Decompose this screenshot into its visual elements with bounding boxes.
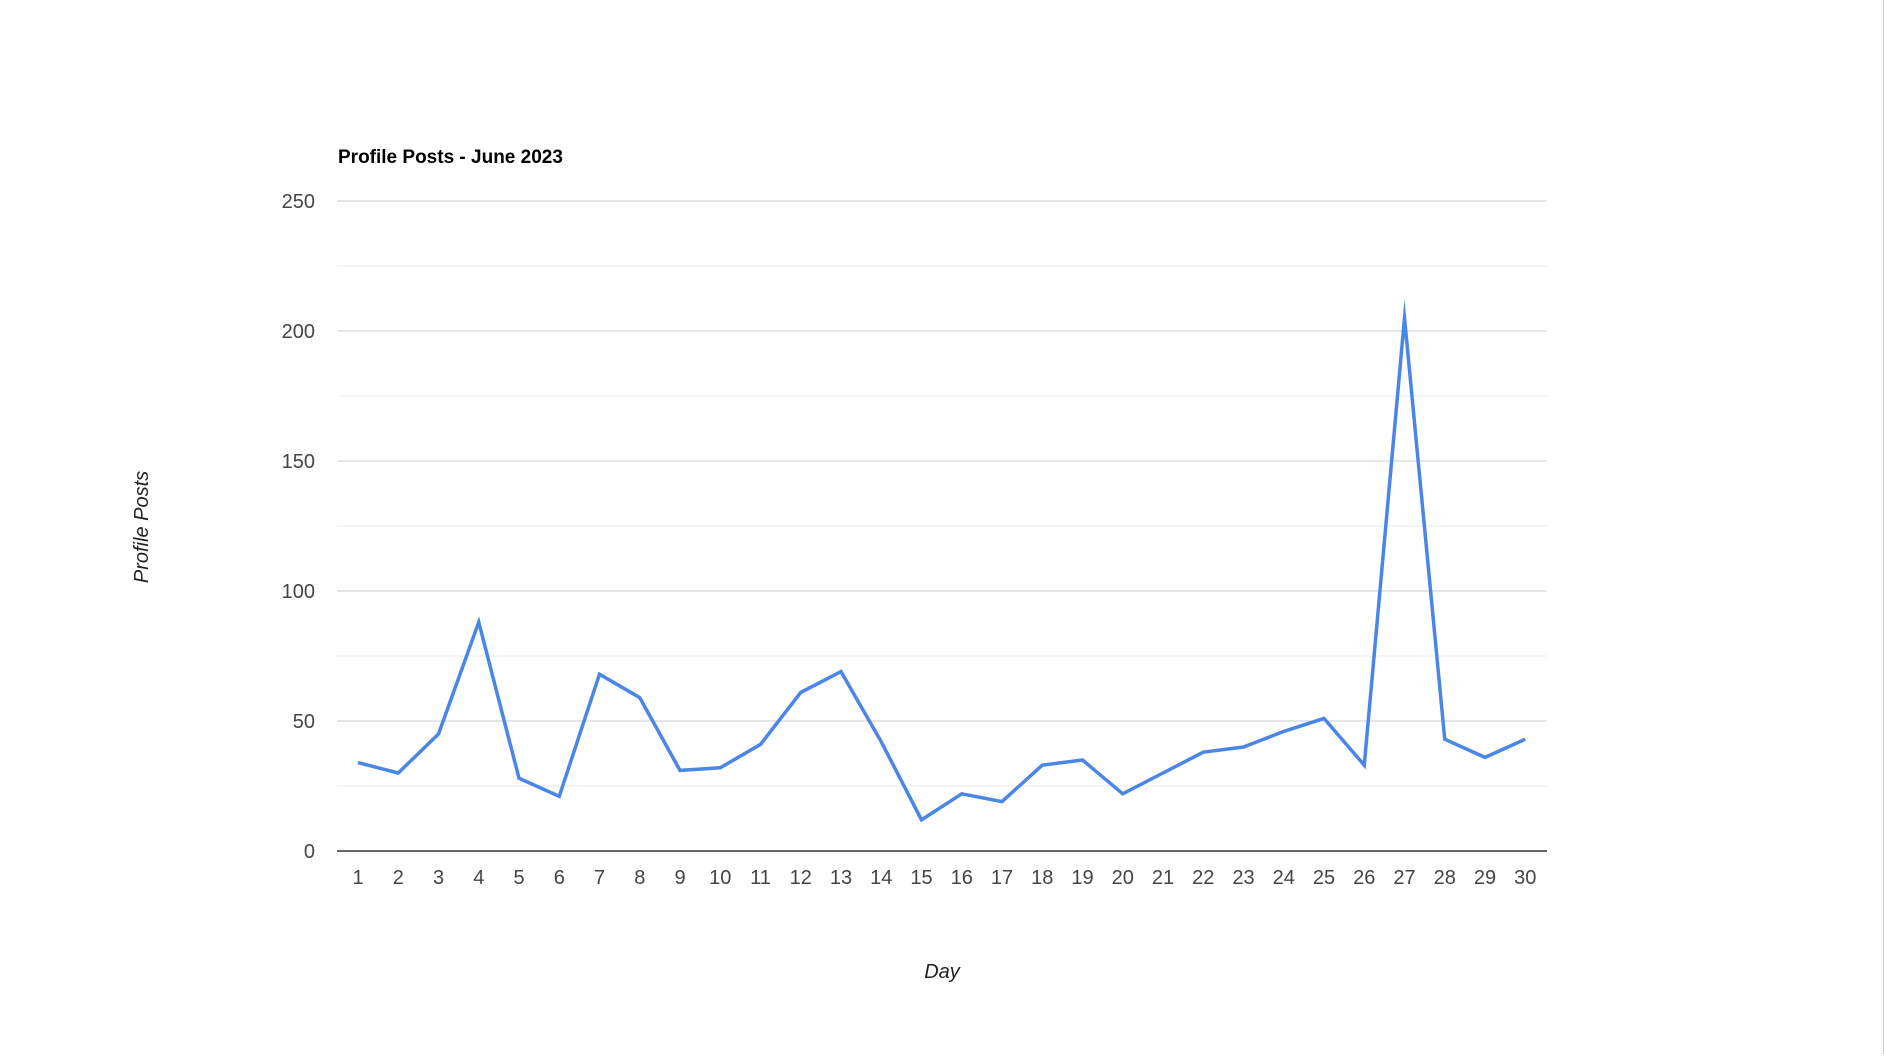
y-tick-label: 0	[304, 841, 315, 863]
x-tick-label: 21	[1152, 867, 1174, 889]
data-point[interactable]	[795, 686, 807, 698]
data-point[interactable]	[755, 738, 767, 750]
x-tick-label: 9	[674, 867, 685, 889]
data-point[interactable]	[1519, 733, 1531, 745]
data-point[interactable]	[956, 788, 968, 800]
x-tick-label: 22	[1192, 867, 1214, 889]
x-tick-label: 7	[594, 867, 605, 889]
x-tick-label: 12	[790, 867, 812, 889]
y-axis-title: Profile Posts	[131, 471, 153, 583]
x-axis-tick-labels: 1 2 3 4 5 6 7 8 9 10 11 12 13 14 15 16 17 18 19 20 21 22 23 24 2…	[352, 867, 1536, 889]
data-point[interactable]	[634, 692, 646, 704]
x-tick-label: 23	[1232, 867, 1254, 889]
x-tick-label: 6	[554, 867, 565, 889]
x-tick-label: 28	[1434, 867, 1456, 889]
data-point[interactable]	[1077, 754, 1089, 766]
x-tick-label: 18	[1031, 867, 1053, 889]
x-tick-label: 26	[1353, 867, 1375, 889]
x-tick-label: 13	[830, 867, 852, 889]
data-point[interactable]	[433, 728, 445, 740]
x-tick-label: 5	[513, 867, 524, 889]
data-point[interactable]	[473, 616, 485, 628]
data-point[interactable]	[1399, 312, 1411, 324]
x-tick-label: 3	[433, 867, 444, 889]
data-point[interactable]	[553, 790, 565, 802]
x-tick-label: 4	[473, 867, 484, 889]
y-axis-tick-labels: 0 50 100 150 200 250	[282, 191, 315, 863]
data-point[interactable]	[835, 666, 847, 678]
chart-title: Profile Posts - June 2023	[338, 147, 563, 168]
x-tick-label: 2	[393, 867, 404, 889]
x-tick-label: 19	[1071, 867, 1093, 889]
x-tick-label: 20	[1112, 867, 1134, 889]
grid-lines	[337, 200, 1547, 787]
data-point[interactable]	[1278, 725, 1290, 737]
data-point[interactable]	[1358, 759, 1370, 771]
data-point[interactable]	[1439, 733, 1451, 745]
data-point[interactable]	[1157, 767, 1169, 779]
data-point[interactable]	[1197, 746, 1209, 758]
x-tick-label: 10	[709, 867, 731, 889]
x-tick-label: 11	[750, 867, 771, 889]
x-tick-label: 15	[910, 867, 932, 889]
x-tick-label: 30	[1514, 867, 1536, 889]
y-tick-label: 50	[293, 711, 315, 733]
data-point[interactable]	[1318, 712, 1330, 724]
y-tick-label: 150	[282, 451, 315, 473]
y-tick-label: 100	[282, 581, 315, 603]
data-point[interactable]	[594, 668, 606, 680]
data-point[interactable]	[392, 767, 404, 779]
data-point[interactable]	[513, 772, 525, 784]
data-point[interactable]	[996, 796, 1008, 808]
series-line	[357, 299, 1526, 823]
data-point[interactable]	[714, 762, 726, 774]
x-tick-label: 29	[1474, 867, 1496, 889]
x-axis-title: Day	[924, 961, 961, 983]
data-point[interactable]	[1479, 751, 1491, 763]
x-tick-label: 1	[352, 867, 363, 889]
x-tick-label: 16	[951, 867, 973, 889]
x-tick-label: 27	[1393, 867, 1415, 889]
data-point[interactable]	[674, 764, 686, 776]
x-tick-label: 17	[991, 867, 1013, 889]
x-tick-label: 24	[1273, 867, 1295, 889]
data-point[interactable]	[916, 814, 928, 826]
y-tick-label: 250	[282, 191, 315, 213]
data-point[interactable]	[352, 757, 364, 769]
data-point[interactable]	[875, 736, 887, 748]
data-point[interactable]	[1036, 759, 1048, 771]
y-tick-label: 200	[282, 321, 315, 343]
series-layer	[352, 299, 1531, 826]
x-tick-label: 8	[634, 867, 645, 889]
data-point[interactable]	[1238, 741, 1250, 753]
data-point[interactable]	[1117, 788, 1129, 800]
x-tick-label: 25	[1313, 867, 1335, 889]
x-tick-label: 14	[870, 867, 892, 889]
